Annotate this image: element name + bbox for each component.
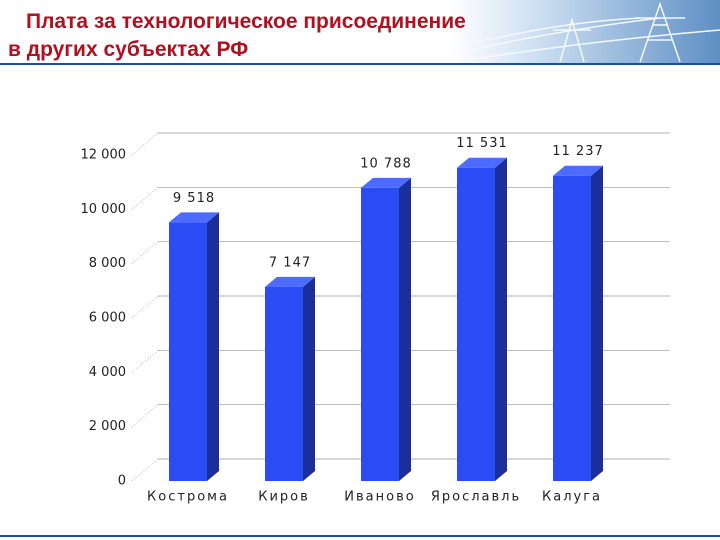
value-label: 10 788 [360,156,412,171]
value-label: 11 531 [456,136,508,151]
bar-top [265,276,315,287]
y-tick-label: 8 000 [89,256,126,271]
header-pylons [469,1,720,63]
bar-side [303,276,315,481]
slide-title: Плата за технологическое присоединение в… [8,10,466,61]
bar-side [399,177,411,481]
tick-mark [131,404,159,428]
tick-mark [131,295,159,319]
bar-side [207,212,219,481]
tick-mark [131,458,159,482]
bar-top [457,157,507,168]
value-label: 7 147 [269,255,311,270]
bar-top [361,177,411,188]
tick-mark [131,349,159,373]
header-band [450,0,720,64]
tick-mark [131,132,159,156]
y-tick-label: 12 000 [81,148,127,163]
bar-top [169,212,219,223]
x-tick-label: Кострома [147,490,229,505]
bar [169,222,207,481]
x-tick-label: Ярославль [431,490,521,505]
bar-top [553,165,603,176]
y-tick-label: 0 [118,474,126,489]
y-tick-label: 4 000 [89,365,126,380]
y-tick-label: 6 000 [89,311,126,326]
bar [457,167,495,482]
x-tick-label: Иваново [344,490,415,505]
bar-side [591,165,603,482]
x-tick-label: Калуга [542,490,602,505]
bar-side [495,157,507,482]
y-tick-label: 10 000 [81,202,127,217]
tick-mark [131,241,159,265]
bar [265,286,303,481]
x-tick-label: Киров [258,490,310,505]
tick-mark [131,186,159,210]
y-tick-label: 2 000 [89,419,126,434]
value-label: 11 237 [552,144,604,159]
value-label: 9 518 [173,191,215,206]
bar [361,187,399,481]
bar [553,175,591,482]
